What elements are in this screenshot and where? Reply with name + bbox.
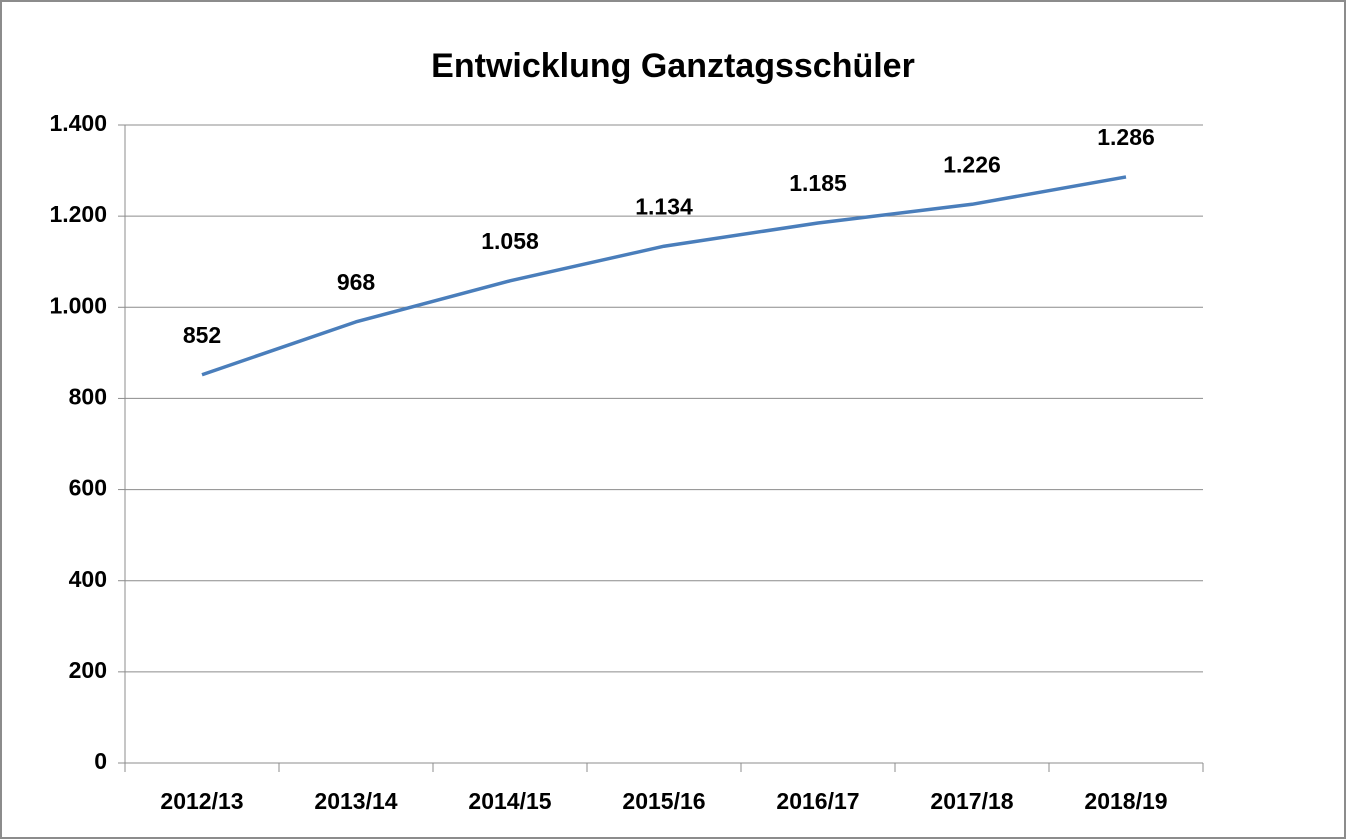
x-tick-label: 2012/13 — [160, 788, 243, 814]
y-tick-label: 0 — [94, 748, 107, 774]
y-tick-label: 1.400 — [49, 110, 107, 136]
y-tick-label: 1.000 — [49, 292, 107, 318]
data-label: 1.134 — [635, 193, 693, 219]
y-tick-label: 600 — [69, 475, 107, 501]
x-tick-label: 2014/15 — [468, 788, 551, 814]
x-tick-label: 2013/14 — [314, 788, 397, 814]
x-tick-label: 2017/18 — [930, 788, 1013, 814]
data-label: 1.058 — [481, 228, 539, 254]
x-tick-label: 2016/17 — [776, 788, 859, 814]
y-tick-label: 800 — [69, 384, 107, 410]
chart-title: Entwicklung Ganztagsschüler — [431, 47, 915, 85]
y-tick-label: 1.200 — [49, 201, 107, 227]
data-label: 968 — [337, 269, 376, 295]
x-tick-label: 2018/19 — [1084, 788, 1167, 814]
y-tick-label: 200 — [69, 657, 107, 683]
data-label: 1.226 — [943, 151, 1001, 177]
data-label: 1.185 — [789, 170, 847, 196]
x-tick-label: 2015/16 — [622, 788, 705, 814]
y-tick-label: 400 — [69, 566, 107, 592]
line-series — [201, 175, 1127, 377]
data-label: 1.286 — [1097, 124, 1155, 150]
data-label: 852 — [183, 322, 221, 348]
